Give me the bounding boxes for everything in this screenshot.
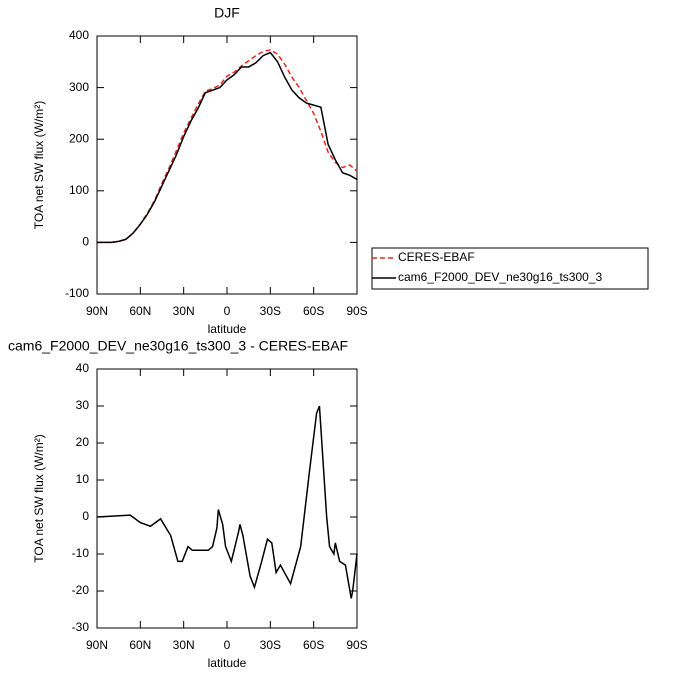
x-tick-label: 60S [303,638,324,652]
y-tick-label: 300 [69,80,89,94]
y-tick-label: 100 [69,183,89,197]
y-axis-label: TOA net SW flux (W/m²) [32,434,46,562]
plot-frame [96,35,358,295]
x-tick-label: 90N [86,304,108,318]
y-tick-label: 20 [76,435,90,449]
x-tick-label: 60N [129,304,151,318]
x-tick-label: 0 [224,638,231,652]
x-tick-label: 90S [346,638,367,652]
x-axis-label: latitude [208,322,247,336]
x-tick-label: 30N [173,638,195,652]
y-tick-label: 30 [76,398,90,412]
x-tick-label: 90N [86,638,108,652]
data-line [96,405,358,599]
y-tick-label: 200 [69,131,89,145]
legend-box [371,247,649,290]
data-line [97,49,358,244]
y-axis-label: TOA net SW flux (W/m²) [32,101,46,229]
legend-label: cam6_F2000_DEV_ne30g16_ts300_3 [398,270,602,284]
chart-title: cam6_F2000_DEV_ne30g16_ts300_3 - CERES-E… [8,338,348,354]
y-tick-label: 40 [76,361,90,375]
y-tick-label: 400 [69,28,89,42]
y-tick-label: -20 [72,583,90,597]
x-axis-label: latitude [208,656,247,670]
x-tick-label: 30N [173,304,195,318]
plot-frame [96,368,358,629]
x-tick-label: 60N [129,638,151,652]
chart-title: DJF [214,5,240,21]
data-line [97,51,358,244]
y-tick-label: -10 [72,546,90,560]
x-tick-label: 0 [224,304,231,318]
x-tick-label: 30S [260,304,281,318]
y-tick-label: 0 [82,509,89,523]
legend-label: CERES-EBAF [398,250,475,264]
x-tick-label: 60S [303,304,324,318]
y-tick-label: -100 [65,286,89,300]
x-tick-label: 90S [346,304,367,318]
y-tick-label: 0 [82,235,89,249]
y-tick-label: -30 [72,620,90,634]
y-tick-label: 10 [76,472,90,486]
x-tick-label: 30S [260,638,281,652]
